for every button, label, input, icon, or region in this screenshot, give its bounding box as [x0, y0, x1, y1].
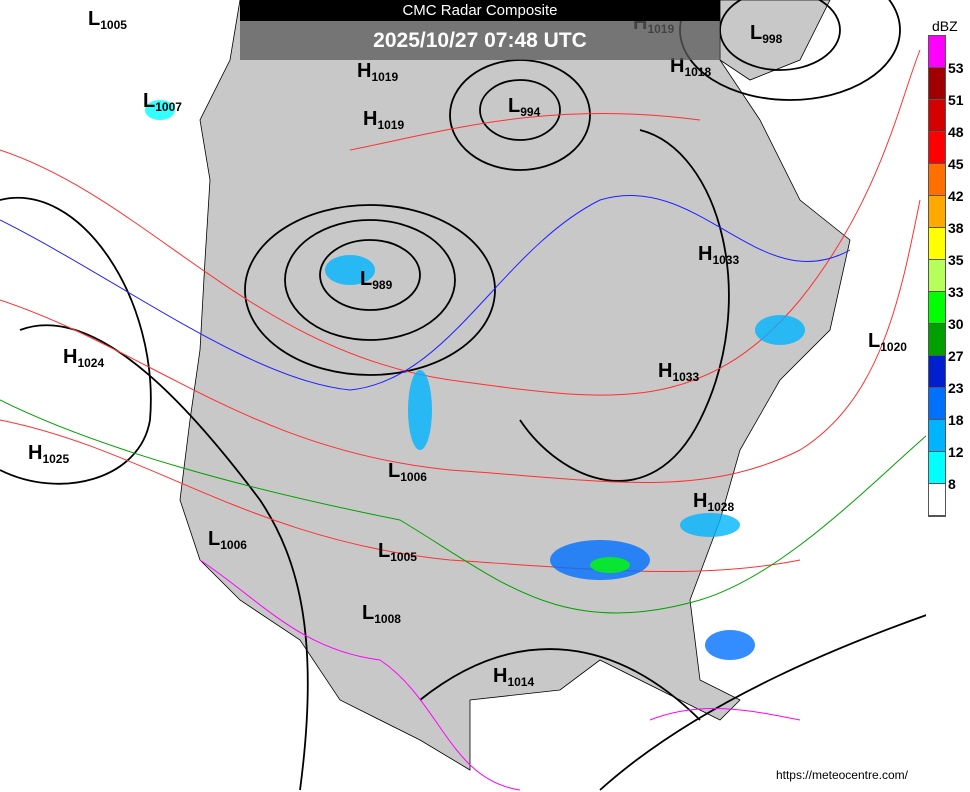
low-pressure-center: L989 [360, 268, 393, 292]
credit-url: https://meteocentre.com/ [775, 768, 908, 782]
legend-swatch [929, 324, 945, 356]
legend-swatch [929, 68, 945, 100]
legend-label: 51 [948, 92, 964, 108]
high-pressure-center: H1028 [693, 490, 735, 514]
legend-swatch [929, 388, 945, 420]
legend-swatch [929, 452, 945, 484]
legend-label: 42 [948, 188, 964, 204]
land-north-america [179, 0, 851, 771]
low-pressure-center: L998 [750, 22, 783, 46]
low-pressure-center: L1005 [88, 8, 127, 32]
thickness-magenta [199, 559, 801, 791]
legend-swatch [929, 484, 945, 516]
legend-label: 48 [948, 124, 964, 140]
high-pressure-center: H1014 [493, 665, 535, 689]
legend-color-bar [928, 35, 946, 517]
high-pressure-center: H1033 [658, 360, 700, 384]
low-pressure-center: L1020 [868, 330, 907, 354]
thickness-lines [0, 49, 921, 573]
legend-swatch [929, 228, 945, 260]
legend-label: 12 [948, 444, 964, 460]
legend-swatch [929, 132, 945, 164]
legend-swatch [929, 356, 945, 388]
legend-swatch [929, 196, 945, 228]
map-timestamp: 2025/10/27 07:48 UTC [240, 21, 720, 60]
low-pressure-center: L1005 [378, 540, 417, 564]
low-pressure-center: L994 [508, 95, 541, 119]
legend-label: 35 [948, 252, 964, 268]
thickness-green [0, 399, 970, 614]
legend-label: 18 [948, 412, 964, 428]
legend-label: 23 [948, 380, 964, 396]
high-pressure-center: H1019 [363, 108, 405, 132]
high-pressure-center: H1019 [357, 60, 399, 84]
legend-swatch [929, 36, 945, 68]
dbz-legend: dBZ 53 51 48 45 42 38 35 33 30 27 23 18 12 8 [926, 0, 970, 792]
legend-swatch [929, 100, 945, 132]
legend-label: 45 [948, 156, 964, 172]
legend-swatch [929, 420, 945, 452]
radar-echoes [145, 100, 805, 660]
legend-swatch [929, 260, 945, 292]
legend-label: 27 [948, 348, 964, 364]
high-pressure-center: H1024 [63, 346, 105, 370]
legend-label: 33 [948, 284, 964, 300]
legend-label: 53 [948, 60, 964, 76]
low-pressure-center: L1006 [208, 528, 247, 552]
map-title: CMC Radar Composite [240, 0, 720, 21]
thickness-540 [0, 194, 851, 391]
low-pressure-center: L1007 [143, 90, 182, 114]
legend-unit: dBZ [932, 18, 958, 34]
high-pressure-center: H1018 [670, 55, 712, 79]
high-pressure-center: H1033 [698, 243, 740, 267]
legend-swatch [929, 164, 945, 196]
low-pressure-center: L1008 [362, 602, 401, 626]
low-pressure-center: L1006 [388, 460, 427, 484]
legend-swatch [929, 292, 945, 324]
high-pressure-center: H1025 [28, 442, 70, 466]
legend-label: 8 [948, 476, 956, 492]
legend-label: 38 [948, 220, 964, 236]
legend-label: 30 [948, 316, 964, 332]
